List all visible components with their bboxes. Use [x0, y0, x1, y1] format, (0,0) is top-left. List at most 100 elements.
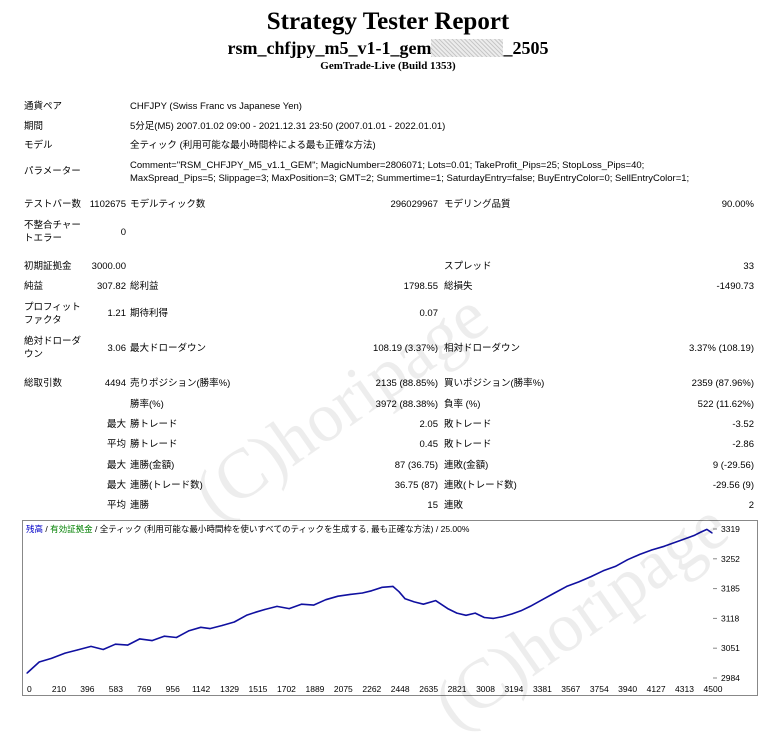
max-cons-loss-amt-label: 連敗(金額) [444, 460, 489, 471]
balance-point [404, 598, 406, 600]
report-subtitle: rsm_chfjpy_m5_v1-1_gem _2505 [0, 38, 776, 59]
chart-legend: 残高 / 有効証拠金 / 全ティック (利用可能な最小時間枠を使いすべてのティッ… [26, 523, 469, 535]
max-cons-win-tr-label: 連勝(トレード数) [130, 480, 203, 491]
net-value: 307.82 [96, 281, 126, 292]
report-name-prefix: rsm_chfjpy_m5_v1-1_gem [227, 38, 432, 58]
balance-point [139, 638, 141, 640]
x-tick-label: 0 [27, 684, 32, 694]
balance-point [349, 593, 351, 595]
expected-value: 0.07 [419, 308, 439, 319]
x-tick-label: 2075 [334, 684, 353, 694]
gross-profit-label: 総利益 [130, 281, 159, 292]
net-label: 純益 [24, 281, 44, 292]
balance-point [200, 626, 202, 628]
balance-point [398, 591, 400, 593]
deposit-label: 初期証拠金 [24, 261, 72, 272]
x-tick-label: 1702 [277, 684, 296, 694]
balance-point [706, 528, 708, 531]
balance-point [483, 616, 485, 619]
max-loss-value: -3.52 [732, 419, 754, 430]
balance-point [392, 585, 394, 587]
balance-chart: 3319 3252 3185 3118 3051 2984 0 210 396 583 769 956… [22, 520, 758, 696]
balance-point [233, 621, 235, 623]
trades-label: 総取引数 [24, 378, 63, 389]
report-build: GemTrade-Live (Build 1353) [320, 60, 456, 72]
balance-point [114, 643, 117, 645]
balance-point [245, 614, 248, 616]
balance-point [422, 603, 424, 605]
avg-prefix-2: 平均 [106, 500, 126, 511]
params-label: パラメーター [24, 166, 81, 177]
report-title: Strategy Tester Report [266, 8, 510, 35]
balance-point [700, 531, 702, 533]
max-prefix-3: 最大 [106, 480, 126, 491]
max-dd-label: 最大ドローダウン [130, 343, 207, 354]
abs-dd-label-2: ウン [24, 349, 44, 360]
balance-point [76, 649, 78, 651]
params-line-2: MaxSpread_Pips=5; Slippage=3; MaxPositio… [130, 173, 690, 184]
lossrate-label: 負率 (%) [444, 399, 481, 410]
spread-label: スプレッド [444, 261, 492, 272]
balance-point [209, 628, 211, 630]
abs-dd-value: 3.06 [107, 343, 127, 354]
long-value: 2359 (87.96%) [691, 378, 754, 389]
y-tick-label: 3319 [721, 524, 740, 534]
balance-point [381, 586, 383, 588]
legend-sep: / [43, 524, 51, 534]
legend-rest: / 全ティック (利用可能な最小時間枠を使いすべてのティックを生成する, 最も正… [92, 524, 470, 534]
x-tick-label: 1142 [192, 684, 211, 694]
x-tick-label: 3194 [504, 684, 523, 694]
short-label: 売りポジション(勝率%) [130, 378, 231, 389]
balance-point [325, 599, 327, 601]
trades-value: 4494 [104, 378, 126, 389]
mismatch-value: 0 [120, 227, 126, 238]
x-tick-label: 2821 [448, 684, 467, 694]
pair-value: CHFJPY (Swiss Franc vs Japanese Yen) [130, 101, 302, 112]
balance-point [474, 612, 476, 614]
balance-point [465, 614, 467, 616]
quality-value: 90.00% [721, 199, 754, 210]
x-tick-label: 2262 [362, 684, 381, 694]
balance-point [492, 617, 495, 619]
avg-win-label: 勝トレード [130, 439, 178, 450]
bars-label: テストバー数 [24, 199, 82, 210]
x-tick-label: 210 [52, 684, 66, 694]
x-tick-label: 4313 [675, 684, 694, 694]
abs-dd-label-1: 絶対ドローダ [24, 336, 82, 347]
legend-lot: 有効証拠金 [50, 524, 93, 534]
balance-point [627, 559, 629, 561]
model-label: モデル [24, 140, 53, 151]
gross-profit-value: 1798.55 [403, 281, 438, 292]
report-name-suffix: _2505 [503, 38, 549, 58]
avg-cons-win-label: 連勝 [130, 500, 150, 511]
balance-point [711, 532, 713, 534]
balance-point [26, 672, 28, 674]
x-tick-label: 3381 [533, 684, 552, 694]
balance-point [688, 536, 690, 539]
balance-point [663, 545, 665, 547]
pf-label-1: プロフィット [24, 302, 81, 313]
balance-point [38, 661, 40, 663]
max-cons-win-amt-value: 87 (36.75) [394, 460, 438, 471]
balance-point [566, 585, 568, 587]
balance-point [520, 610, 522, 612]
balance-point [187, 630, 190, 632]
balance-point [276, 605, 278, 607]
balance-point [590, 575, 592, 578]
max-cons-win-amt-label: 連勝(金額) [130, 460, 175, 471]
period-label: 期間 [24, 121, 44, 132]
balance-point [264, 608, 266, 611]
max-cons-loss-amt-value: 9 (-29.56) [712, 460, 754, 471]
bars-value: 1102675 [89, 199, 126, 210]
balance-point [288, 608, 290, 610]
max-dd-value: 108.19 (3.37%) [373, 343, 438, 354]
balance-point [90, 645, 92, 648]
max-prefix-2: 最大 [106, 460, 126, 471]
x-tick-label: 3008 [476, 684, 495, 694]
y-tick-label: 3118 [721, 613, 740, 623]
x-tick-label: 583 [109, 684, 123, 694]
balance-point [529, 605, 531, 607]
x-tick-label: 4127 [647, 684, 666, 694]
x-tick-label: 1329 [220, 684, 239, 694]
max-win-label: 勝トレード [130, 419, 178, 430]
